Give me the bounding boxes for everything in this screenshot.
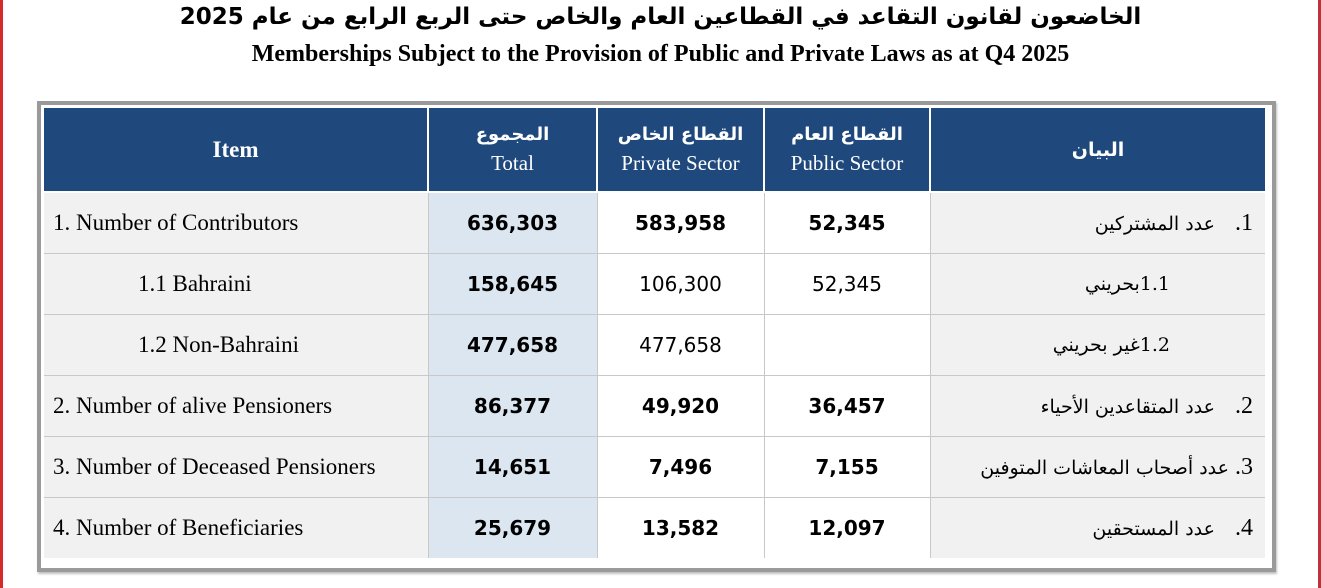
row-private-value: 106,300 [597, 253, 765, 315]
row-arabic-label: 3. عدد أصحاب المعاشات المتوفين [930, 436, 1265, 498]
row-private-value: 583,958 [597, 191, 765, 254]
row-private-value: 477,658 [597, 314, 765, 376]
row-arabic-index: 2. [1235, 392, 1253, 419]
title-arabic: الخاضعون لقانون التقاعد في القطاعين العا… [179, 4, 1142, 30]
row-item-label: 1.2 Non-Bahraini [44, 314, 429, 376]
memberships-table: Item المجموع Total القطاع الخاص Private … [44, 108, 1265, 558]
row-total-value: 86,377 [428, 375, 598, 437]
table-frame: Item المجموع Total القطاع الخاص Private … [37, 101, 1276, 572]
row-private-value: 7,496 [597, 436, 765, 498]
row-arabic-label: 1.1بحريني [930, 253, 1265, 315]
row-total-value: 158,645 [428, 253, 598, 315]
row-arabic-text: عدد أصحاب المعاشات المتوفين [980, 456, 1229, 479]
row-arabic-index: 4. [1235, 514, 1253, 541]
header-row: Item المجموع Total القطاع الخاص Private … [44, 108, 1265, 192]
row-private-value: 49,920 [597, 375, 765, 437]
row-arabic-index: 1. [1235, 209, 1253, 236]
row-arabic-label: 1.2غير بحريني [930, 314, 1265, 376]
header-total-english: Total [491, 150, 534, 175]
row-total-value: 25,679 [428, 497, 598, 558]
table-row-contributors: 1. Number of Contributors 636,303 583,95… [44, 191, 1265, 254]
header-public-english: Public Sector [790, 150, 904, 175]
row-arabic-label: 1. عدد المشتركين [930, 191, 1265, 254]
row-total-value: 636,303 [428, 191, 598, 254]
row-total-value: 477,658 [428, 314, 598, 376]
row-public-value [764, 314, 931, 376]
row-private-value: 13,582 [597, 497, 765, 558]
row-arabic-text: عدد المستحقين [1092, 517, 1215, 540]
row-arabic-text: عدد المشتركين [1094, 212, 1215, 235]
row-arabic-label: 4. عدد المستحقين [930, 497, 1265, 558]
table-row-deceased-pensioners: 3. Number of Deceased Pensioners 14,651 … [44, 436, 1265, 498]
row-arabic-text: 1.2غير بحريني [1052, 334, 1170, 356]
header-bayan: البيان [930, 108, 1265, 192]
table-row-bahraini: 1.1 Bahraini 158,645 106,300 52,345 1.1ب… [44, 253, 1265, 315]
header-item: Item [44, 108, 429, 192]
header-private-sector: القطاع الخاص Private Sector [597, 108, 765, 192]
row-public-value: 7,155 [764, 436, 931, 498]
row-public-value: 52,345 [764, 253, 931, 315]
row-public-value: 36,457 [764, 375, 931, 437]
row-item-label: 1. Number of Contributors [44, 191, 429, 254]
header-total: المجموع Total [428, 108, 598, 192]
row-item-label: 4. Number of Beneficiaries [44, 497, 429, 558]
row-item-label: 3. Number of Deceased Pensioners [44, 436, 429, 498]
row-public-value: 12,097 [764, 497, 931, 558]
row-item-label: 1.1 Bahraini [44, 253, 429, 315]
header-private-english: Private Sector [621, 150, 740, 175]
right-edge-line [1318, 0, 1321, 588]
table-row-non-bahraini: 1.2 Non-Bahraini 477,658 477,658 1.2غير … [44, 314, 1265, 376]
row-arabic-text: عدد المتقاعدين الأحياء [1040, 395, 1215, 418]
row-arabic-text: 1.1بحريني [1084, 273, 1170, 295]
table-row-beneficiaries: 4. Number of Beneficiaries 25,679 13,582… [44, 497, 1265, 558]
row-item-label: 2. Number of alive Pensioners [44, 375, 429, 437]
header-public-arabic: القطاع العام [791, 123, 903, 145]
row-total-value: 14,651 [428, 436, 598, 498]
row-arabic-index: 3. [1235, 453, 1253, 480]
header-private-arabic: القطاع الخاص [617, 123, 744, 145]
header-public-sector: القطاع العام Public Sector [764, 108, 931, 192]
left-edge-line [0, 0, 3, 588]
row-public-value: 52,345 [764, 191, 931, 254]
row-arabic-label: 2. عدد المتقاعدين الأحياء [930, 375, 1265, 437]
title-english: Memberships Subject to the Provision of … [251, 41, 1070, 67]
table-row-alive-pensioners: 2. Number of alive Pensioners 86,377 49,… [44, 375, 1265, 437]
header-total-arabic: المجموع [475, 123, 550, 145]
